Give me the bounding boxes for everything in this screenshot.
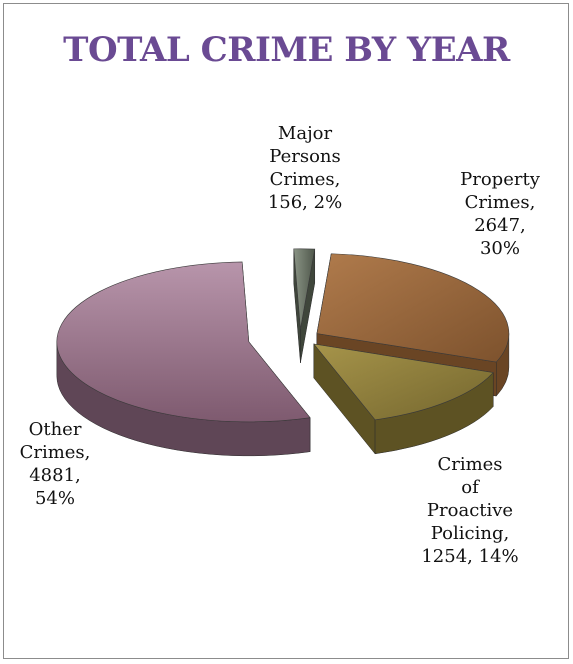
data-label-line: Crimes, <box>19 442 91 463</box>
pie-slice-property-crimes <box>316 253 510 363</box>
data-label-line: Property <box>460 169 540 190</box>
data-label-line: Proactive <box>426 500 514 521</box>
data-label-line: Major <box>277 123 333 144</box>
data-label-line: Persons <box>269 146 341 167</box>
chart-title: TOTAL CRIME BY YEAR <box>63 30 510 70</box>
data-label-line: 4881, <box>29 465 81 486</box>
data-label-line: 2647, <box>474 215 526 236</box>
data-label-line: Crimes, <box>269 169 341 190</box>
data-label-line: Crimes, <box>464 192 536 213</box>
data-label-line: of <box>461 477 479 498</box>
data-label-line: 156, 2% <box>267 192 343 213</box>
data-label-other-crimes: Other Crimes, 4881, 54% <box>10 418 100 510</box>
pie-slice-major-persons-crimes <box>293 248 316 329</box>
data-label-line: 1254, 14% <box>421 546 519 567</box>
data-label-line: Other <box>28 419 82 440</box>
data-label-line: Crimes <box>437 454 503 475</box>
pie-slice-crimes-of-proactive-policing <box>313 343 494 421</box>
pie-slice-other-crimes <box>56 261 311 423</box>
data-label-major-persons-crimes: Major Persons Crimes, 156, 2% <box>255 122 355 214</box>
data-label-crimes-of-proactive-policing: Crimes of Proactive Policing, 1254, 14% <box>410 453 530 568</box>
data-label-line: 54% <box>34 488 75 509</box>
data-label-line: 30% <box>479 238 520 259</box>
data-label-line: Policing, <box>430 523 510 544</box>
data-label-property-crimes: Property Crimes, 2647, 30% <box>445 168 555 260</box>
